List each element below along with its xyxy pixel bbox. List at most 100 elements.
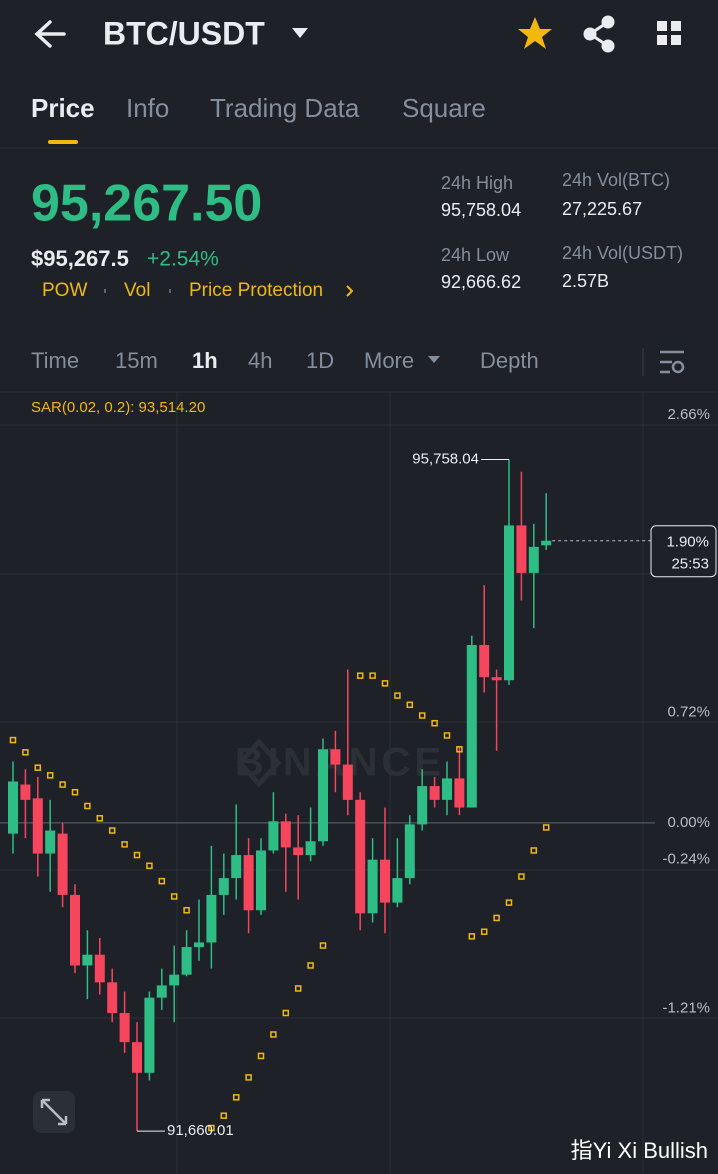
high-label: 95,758.04 (412, 450, 479, 467)
indicator-label: SAR(0.02, 0.2): 93,514.20 (31, 399, 205, 416)
sar-dot (146, 862, 153, 870)
sar-dot (257, 1052, 265, 1060)
candle-body (256, 850, 266, 911)
pair-dropdown[interactable] (292, 28, 308, 38)
sar-dot (356, 672, 364, 679)
stat-label: 24h Vol(USDT) (562, 243, 683, 263)
tag[interactable]: Vol (124, 280, 150, 301)
sar-dot (232, 1094, 240, 1101)
interval[interactable]: Depth (480, 348, 539, 373)
candle-body (504, 525, 514, 681)
candle-body (367, 859, 378, 914)
candle-body (528, 546, 539, 573)
candle-body (454, 778, 465, 808)
dropdown (428, 356, 440, 363)
sar-dot (158, 877, 166, 885)
candle-body (70, 894, 80, 966)
sar-dot (319, 942, 327, 949)
tag[interactable]: Price Protection (189, 280, 323, 301)
sar-dot (183, 907, 190, 914)
interval[interactable]: 1h (192, 348, 218, 373)
current-label: 1.90% (666, 534, 709, 551)
candle-body (119, 1013, 130, 1043)
candle-body (107, 982, 118, 1013)
sar-dot (431, 719, 438, 727)
candle-body (380, 859, 390, 903)
interval[interactable]: 15m (115, 348, 158, 373)
sar-dot (418, 712, 426, 719)
y-tick-label: 0.00% (667, 814, 710, 831)
sar-dot (518, 873, 525, 880)
y-tick-label: -1.21% (662, 999, 710, 1016)
sar-dot (542, 824, 550, 831)
candle-body (466, 645, 477, 808)
tab[interactable]: Trading Data (210, 93, 360, 123)
sar-dot (71, 788, 79, 796)
tab[interactable]: Info (126, 93, 169, 123)
more-menu[interactable] (657, 21, 681, 45)
candle-body (516, 525, 527, 573)
candle-body (132, 1042, 142, 1073)
sar-dot (480, 928, 488, 935)
current-box (650, 525, 717, 578)
stat-value: 2.57B (562, 271, 609, 291)
candle-body (231, 855, 242, 879)
candle-body (293, 847, 304, 856)
favorite-star[interactable] (518, 17, 552, 49)
back-button[interactable] (34, 20, 66, 48)
sar-dot (369, 672, 376, 679)
y-tick-label: -0.24% (662, 851, 710, 868)
sar-dot (108, 827, 116, 834)
sar-dot (294, 985, 302, 992)
tab[interactable]: Square (402, 93, 486, 123)
credit: 指Yi Xi Bullish (571, 1138, 708, 1163)
sar-dot (34, 764, 42, 771)
candle-body (541, 540, 552, 546)
candle-body (404, 824, 415, 879)
chart-settings[interactable] (660, 350, 685, 374)
tag[interactable]: POW (42, 280, 87, 301)
interval[interactable]: More (364, 348, 414, 373)
candle-body (330, 749, 341, 765)
sar-dot (394, 692, 401, 699)
sar-dot (493, 914, 500, 922)
candle-body (479, 645, 490, 678)
watermark-logo (236, 738, 282, 788)
sar-dot (381, 680, 389, 687)
sar-dot (22, 749, 29, 756)
sar-dot (46, 772, 54, 779)
y-tick-label: 0.72% (667, 703, 710, 720)
sar-dot (208, 1124, 215, 1132)
sar-dot (84, 802, 91, 810)
y-tick-label: 2.66% (667, 406, 710, 423)
separator (169, 289, 171, 293)
candle-body (392, 878, 403, 903)
interval[interactable]: Time (31, 348, 79, 373)
candle-body (144, 997, 155, 1073)
separator (104, 289, 106, 293)
low-label: 91,660.01 (167, 1122, 234, 1139)
sar-dot (270, 1031, 277, 1038)
stat-value: 27,225.67 (562, 199, 642, 219)
fullscreen-button[interactable] (33, 1091, 75, 1133)
stat-value: 95,758.04 (441, 200, 521, 220)
candle-body (82, 954, 93, 966)
candle-body (20, 784, 31, 800)
sar-dot (170, 893, 178, 900)
stat-label: 24h Low (441, 245, 510, 265)
interval[interactable]: 1D (306, 348, 334, 373)
stat-label: 24h High (441, 173, 513, 193)
interval[interactable]: 4h (248, 348, 272, 373)
tab[interactable]: Price (31, 93, 95, 123)
sar-dot (443, 732, 451, 739)
stat-value: 92,666.62 (441, 272, 521, 292)
candle-body (57, 833, 68, 895)
sar-dot (530, 847, 538, 854)
countdown: 25:53 (671, 556, 709, 573)
candle-body (355, 799, 366, 914)
sar-dot (220, 1112, 228, 1119)
pair-title[interactable]: BTC/USDT (103, 15, 265, 51)
share-button[interactable] (583, 15, 615, 53)
sar-dot (121, 841, 128, 848)
